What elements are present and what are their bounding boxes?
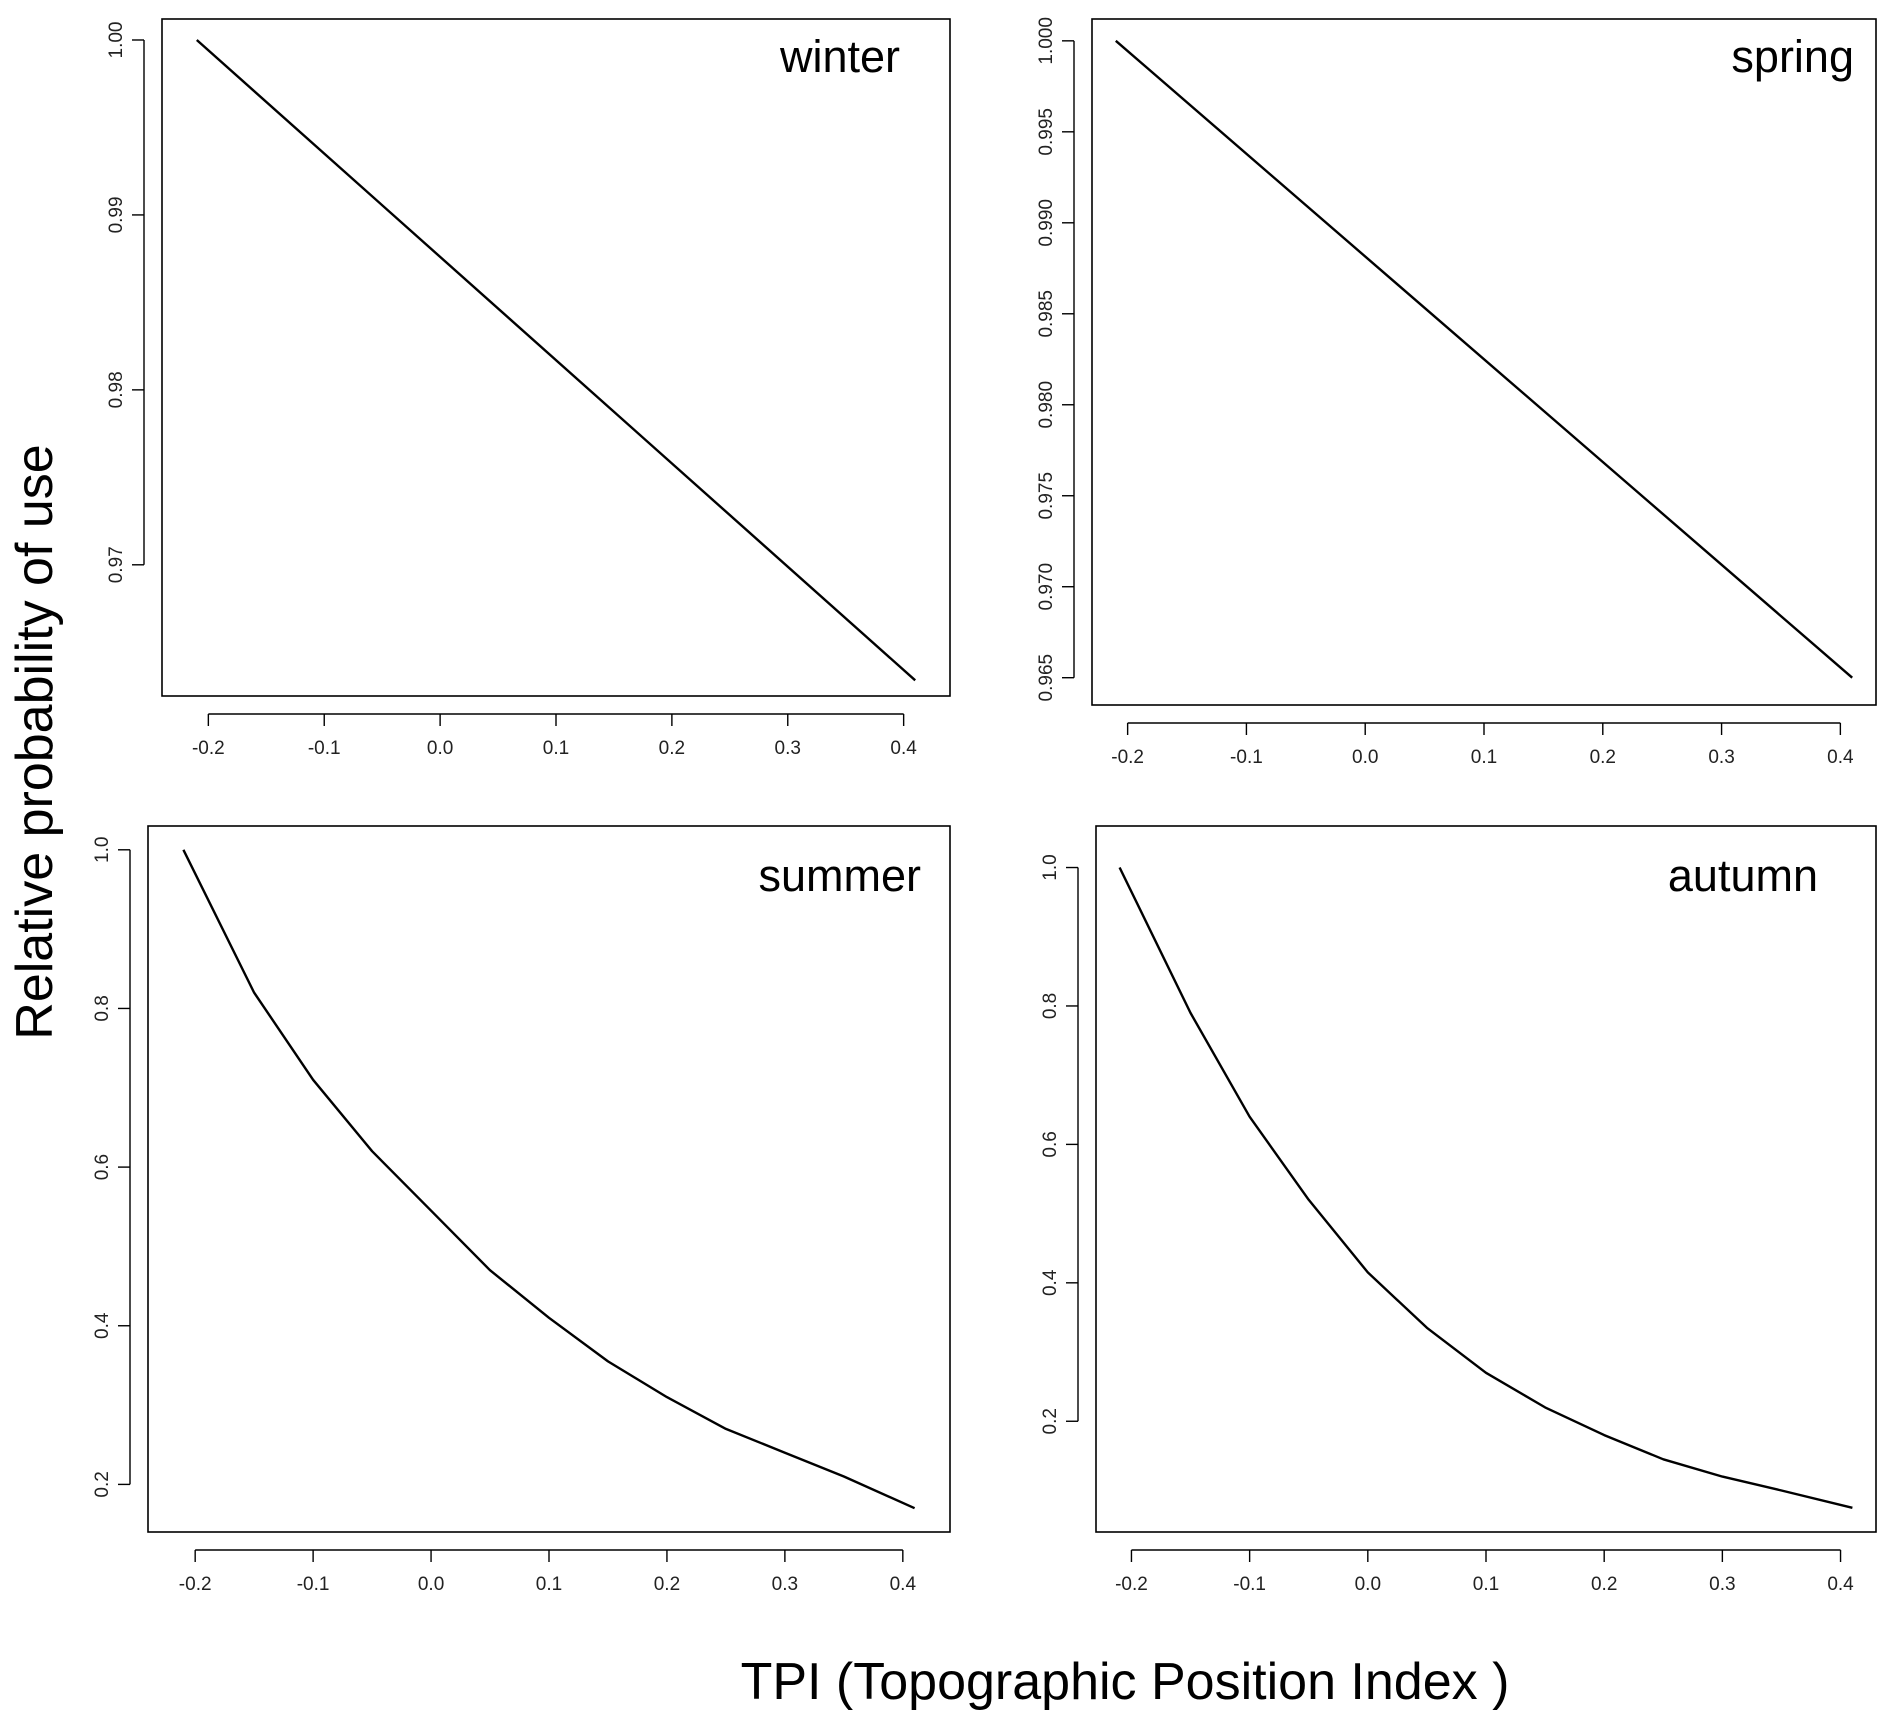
season-label: spring: [1731, 31, 1854, 82]
y-tick-label: 0.2: [1040, 1408, 1061, 1434]
y-tick-label: 0.98: [106, 371, 127, 408]
y-tick-label: 0.975: [1036, 472, 1057, 520]
y-tick-label: 0.6: [92, 1154, 113, 1180]
x-tick-label: 0.0: [418, 1574, 444, 1595]
y-tick-label: 0.970: [1036, 563, 1057, 611]
season-label: autumn: [1668, 850, 1818, 901]
x-tick-label: -0.1: [1233, 1574, 1266, 1595]
x-tick-label: 0.0: [1355, 1574, 1381, 1595]
panel-summer: -0.2 -0.1 0.0 0.1 0.2 0.3 0.4 0.2 0.4 0.6 0.8 1.0 su…: [92, 825, 951, 1595]
y-tick-label: 0.8: [1040, 993, 1061, 1019]
x-tick-label: 0.1: [543, 738, 569, 759]
x-tick-label: -0.2: [192, 738, 225, 759]
x-axis-title: TPI (Topographic Position Index ): [740, 1653, 1510, 1711]
x-tick-label: 0.2: [1590, 747, 1616, 768]
plot-frame: [1095, 825, 1877, 1533]
x-tick-label: 0.3: [1708, 747, 1734, 768]
x-tick-label: 0.1: [1473, 1574, 1499, 1595]
chart-autumn: -0.2 -0.1 0.0 0.1 0.2 0.3 0.4 0.2 0.4 0.6 0.8 1.0 au…: [1040, 825, 1877, 1595]
chart-summer: -0.2 -0.1 0.0 0.1 0.2 0.3 0.4 0.2 0.4 0.6 0.8 1.0 su…: [92, 825, 951, 1595]
y-tick-label: 0.965: [1036, 654, 1057, 702]
x-tick-label: 0.2: [654, 1574, 680, 1595]
y-tick-label: 0.97: [106, 546, 127, 583]
y-tick-label: 0.8: [92, 995, 113, 1021]
y-tick-label: 1.000: [1036, 17, 1057, 65]
plot-frame: [161, 18, 951, 697]
panel-spring: -0.2 -0.1 0.0 0.1 0.2 0.3 0.4 0.965 0.970 0.975 0.…: [1036, 17, 1877, 768]
y-tick-label: 1.0: [1040, 854, 1061, 880]
y-tick-label: 1.0: [92, 837, 113, 863]
x-tick-label: 0.4: [890, 738, 917, 759]
x-tick-label: 0.4: [890, 1574, 917, 1595]
x-tick-label: 0.4: [1827, 747, 1854, 768]
y-tick-label: 0.990: [1036, 199, 1057, 247]
x-tick-label: 0.1: [536, 1574, 562, 1595]
x-tick-label: 0.2: [1591, 1574, 1617, 1595]
x-tick-label: -0.1: [297, 1574, 330, 1595]
x-tick-label: -0.1: [1230, 747, 1263, 768]
y-tick-label: 0.6: [1040, 1131, 1061, 1157]
y-tick-label: 0.995: [1036, 108, 1057, 156]
y-tick-label: 0.4: [92, 1312, 113, 1339]
x-tick-label: 0.3: [772, 1574, 798, 1595]
x-tick-label: 0.1: [1471, 747, 1497, 768]
season-label: winter: [779, 31, 900, 82]
x-tick-label: -0.2: [179, 1574, 212, 1595]
y-axis-title: Relative probability of use: [6, 444, 64, 1040]
y-tick-label: 1.00: [106, 22, 127, 59]
y-tick-label: 0.2: [92, 1471, 113, 1497]
y-tick-label: 0.985: [1036, 290, 1057, 338]
x-tick-label: 0.2: [659, 738, 685, 759]
x-tick-label: 0.3: [1709, 1574, 1735, 1595]
chart-winter: -0.2 -0.1 0.0 0.1 0.2 0.3 0.4 0.97 0.98 0.99 1.00 w…: [106, 18, 951, 759]
series-line-summer: [182, 849, 916, 1510]
x-tick-label: 0.4: [1827, 1574, 1854, 1595]
plot-frame: [1091, 18, 1877, 706]
panel-winter: -0.2 -0.1 0.0 0.1 0.2 0.3 0.4 0.97 0.98 0.99 1.00 w…: [106, 18, 951, 759]
x-tick-label: -0.1: [308, 738, 341, 759]
series-line-autumn: [1118, 866, 1853, 1509]
x-tick-label: -0.2: [1115, 1574, 1148, 1595]
x-tick-label: -0.2: [1111, 747, 1144, 768]
y-tick-label: 0.99: [106, 196, 127, 233]
y-tick-label: 0.980: [1036, 381, 1057, 429]
chart-spring: -0.2 -0.1 0.0 0.1 0.2 0.3 0.4 0.965 0.970 0.975 0.…: [1036, 17, 1877, 768]
y-tick-label: 0.4: [1040, 1269, 1061, 1296]
plot-frame: [147, 825, 951, 1533]
x-tick-label: 0.0: [427, 738, 453, 759]
series-line-spring: [1115, 39, 1853, 679]
series-line-winter: [196, 39, 916, 682]
season-label: summer: [758, 850, 921, 901]
x-tick-label: 0.0: [1352, 747, 1378, 768]
panel-autumn: -0.2 -0.1 0.0 0.1 0.2 0.3 0.4 0.2 0.4 0.6 0.8 1.0 au…: [1040, 825, 1877, 1595]
x-tick-label: 0.3: [775, 738, 801, 759]
